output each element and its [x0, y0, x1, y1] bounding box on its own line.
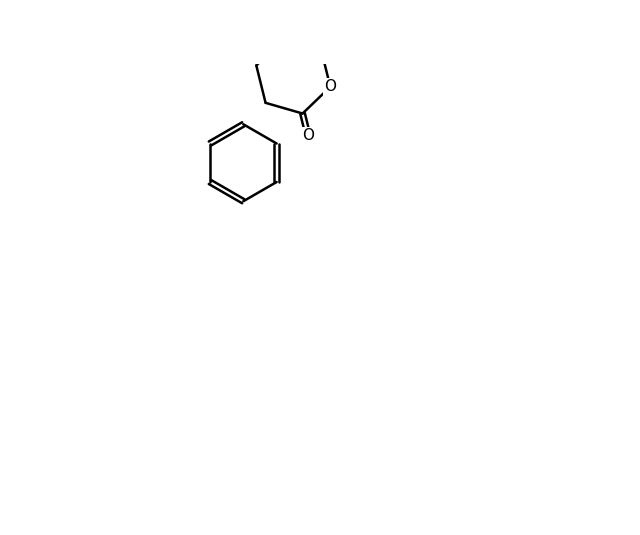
Text: O: O	[324, 79, 336, 94]
Text: O: O	[302, 128, 314, 143]
